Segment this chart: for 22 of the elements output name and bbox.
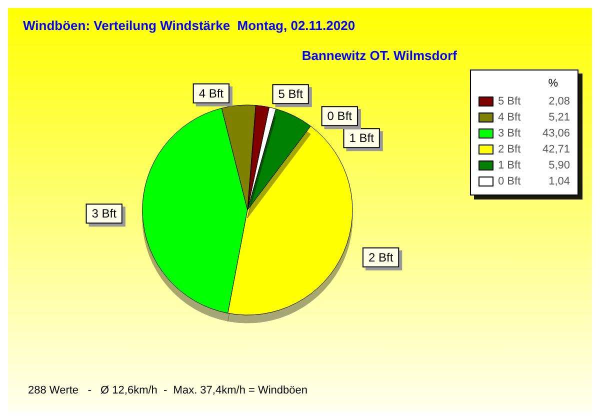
data-label: 43,06 xyxy=(542,128,570,140)
category-label: 0 Bft xyxy=(327,109,352,124)
slice-label: 4 Bft xyxy=(198,86,224,100)
legend-label: 4 Bft xyxy=(498,112,521,124)
data-label: 2,08 xyxy=(548,96,570,108)
legend-label: 3 Bft xyxy=(498,128,521,140)
legend-label: 5 Bft xyxy=(498,96,521,108)
legend-title: % xyxy=(548,78,558,90)
chart-subtitle: Bannewitz OT. Wilmsdorf xyxy=(302,48,458,63)
legend-label: 0 Bft xyxy=(498,176,521,188)
data-label: 1,04 xyxy=(548,176,570,188)
text: 288 Werte - Ø 12,6km/h - Max. 37,4km/h = Windböen xyxy=(28,384,308,396)
slice-label: 2 Bft xyxy=(368,250,394,264)
legend-label: 1 Bft xyxy=(498,160,521,172)
data-label: 5,90 xyxy=(548,160,570,172)
slice-label: 5 Bft xyxy=(278,87,304,102)
data-label: 5,21 xyxy=(548,112,570,124)
chart-title: Windböen: Verteilung Windstärke Montag, 02.11.2020 xyxy=(23,18,356,33)
category-label: 1 Bft xyxy=(349,131,374,146)
data-label: 42,71 xyxy=(542,144,570,156)
slice-label: 3 Bft xyxy=(92,206,118,221)
legend-label: 2 Bft xyxy=(498,144,521,156)
